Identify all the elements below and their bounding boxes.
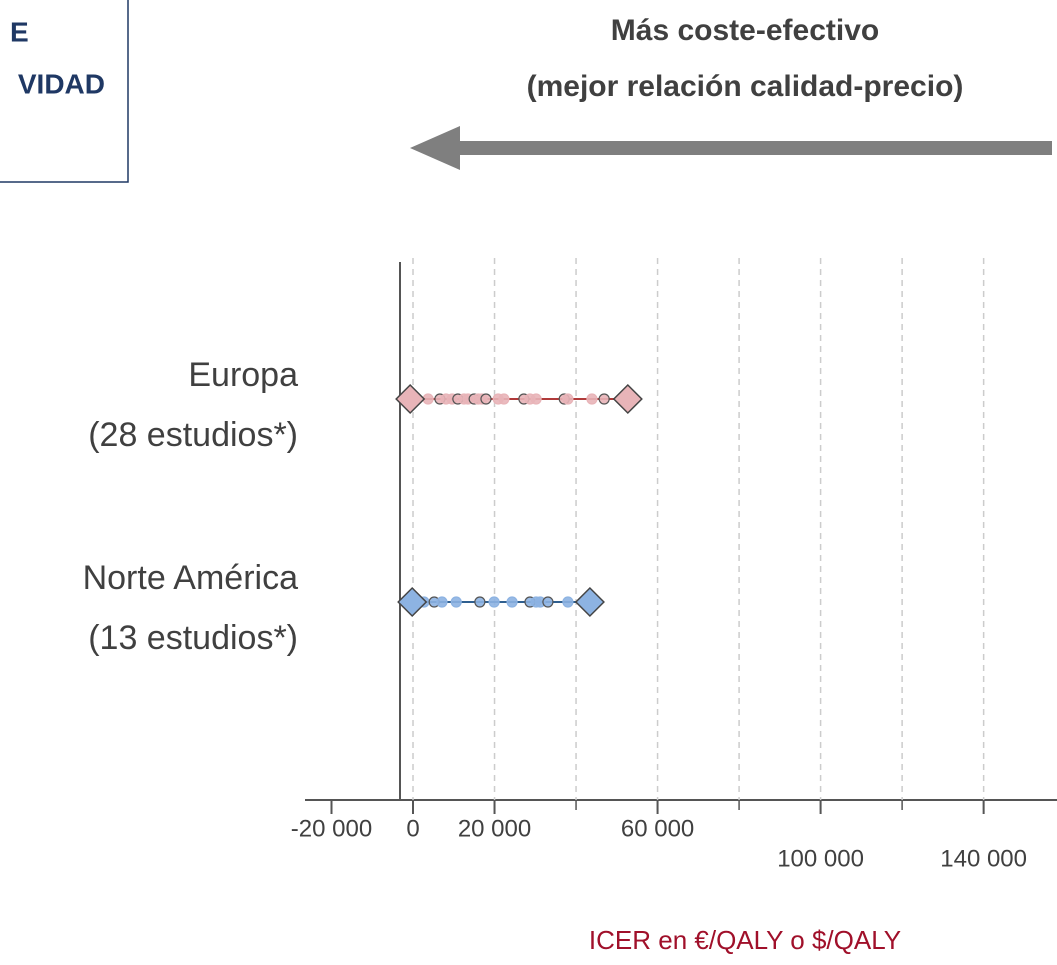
range-diamond: [395, 383, 426, 415]
study-point: [436, 596, 448, 608]
range-diamond: [612, 383, 643, 415]
study-point: [480, 393, 492, 405]
study-point: [562, 596, 574, 608]
x-tick-label: 0: [406, 815, 419, 842]
study-point: [542, 596, 554, 608]
study-point: [530, 393, 542, 405]
study-point: [598, 393, 610, 405]
study-point: [488, 596, 500, 608]
panel-text: E: [10, 16, 29, 47]
category-label: Europa: [188, 356, 298, 394]
category-label: Norte América: [83, 559, 298, 597]
category-note: (13 estudios*): [88, 619, 298, 657]
range-diamond: [574, 586, 605, 618]
x-tick-label: 140 000: [940, 845, 1027, 872]
study-point: [450, 596, 462, 608]
arrow-head: [410, 126, 460, 170]
chart-title: (mejor relación calidad-precio): [527, 70, 964, 103]
study-point: [506, 596, 518, 608]
x-axis-label: ICER en €/QALY o $/QALY: [589, 925, 901, 955]
study-point: [586, 393, 598, 405]
panel-text: VIDAD: [18, 68, 105, 99]
chart-title: Más coste-efectivo: [611, 14, 879, 47]
range-diamond: [397, 586, 428, 618]
study-point: [562, 393, 574, 405]
x-tick-label: 60 000: [621, 815, 694, 842]
study-point: [498, 393, 510, 405]
x-tick-label: 100 000: [777, 845, 864, 872]
x-tick-label: 20 000: [458, 815, 531, 842]
study-point: [474, 596, 486, 608]
category-note: (28 estudios*): [88, 416, 298, 454]
panel-box: [0, 0, 129, 183]
x-tick-label: -20 000: [291, 815, 372, 842]
